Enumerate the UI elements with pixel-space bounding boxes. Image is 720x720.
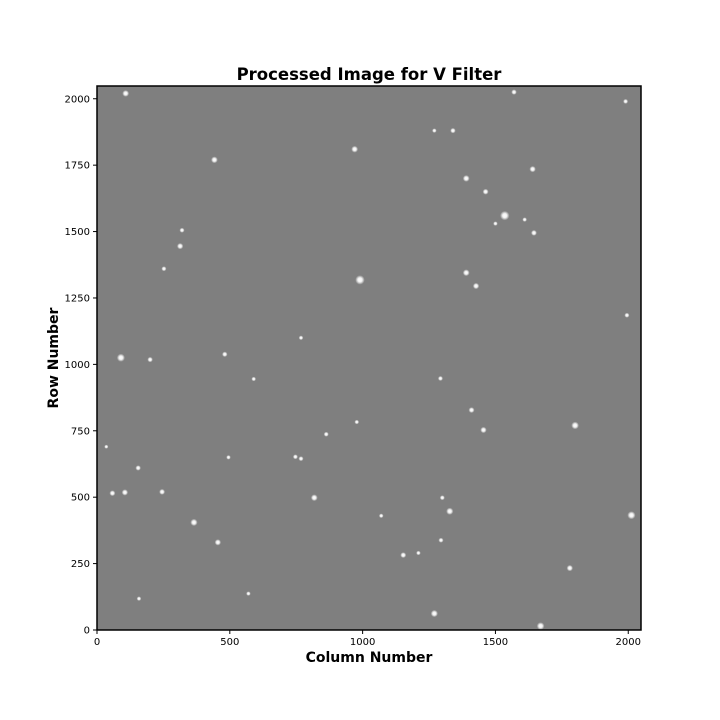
star-23 xyxy=(468,407,475,414)
star-3 xyxy=(211,156,218,164)
star-22 xyxy=(437,375,443,381)
image-background xyxy=(97,86,641,630)
star-20 xyxy=(222,351,228,358)
star-21 xyxy=(298,335,304,341)
y-tick-label: 750 xyxy=(71,426,90,437)
star-19 xyxy=(147,356,153,363)
star-4 xyxy=(462,175,470,182)
star-18 xyxy=(116,353,125,362)
star-1 xyxy=(122,90,130,97)
x-tick-label: 1000 xyxy=(350,637,375,648)
star-48 xyxy=(623,98,629,104)
star-6 xyxy=(529,165,536,173)
y-tick-label: 1750 xyxy=(65,161,90,172)
star-40 xyxy=(627,511,636,520)
y-tick-label: 250 xyxy=(71,559,90,570)
y-tick-label: 1000 xyxy=(65,360,90,371)
star-43 xyxy=(566,564,573,572)
star-28 xyxy=(292,454,298,460)
star-53 xyxy=(251,376,257,382)
star-52 xyxy=(104,444,109,449)
x-tick-label: 0 xyxy=(94,637,100,648)
star-47 xyxy=(136,596,142,601)
y-axis-label: Row Number xyxy=(46,307,62,408)
x-tick-label: 1500 xyxy=(483,637,508,648)
star-38 xyxy=(190,518,198,527)
star-15 xyxy=(462,269,470,277)
y-tick-label: 1500 xyxy=(65,227,90,238)
star-31 xyxy=(135,465,141,471)
star-54 xyxy=(522,217,527,222)
chart-title: Processed Image for V Filter xyxy=(237,65,503,84)
star-37 xyxy=(446,507,454,515)
y-tick-label: 2000 xyxy=(65,94,90,105)
star-27 xyxy=(354,419,360,425)
star-45 xyxy=(536,622,545,630)
star-51 xyxy=(378,513,384,519)
star-44 xyxy=(430,609,438,618)
star-16 xyxy=(472,282,480,290)
star-24 xyxy=(480,426,487,434)
star-26 xyxy=(323,431,329,437)
star-35 xyxy=(310,494,318,502)
star-46 xyxy=(246,591,251,596)
star-55 xyxy=(493,221,498,226)
star-42 xyxy=(400,552,407,559)
star-30 xyxy=(226,455,231,460)
x-axis: 0 500 1000 1500 2000 xyxy=(94,630,641,648)
star-7 xyxy=(500,210,510,221)
star-36 xyxy=(439,495,445,501)
star-2 xyxy=(351,145,359,153)
star-12 xyxy=(176,242,184,250)
x-axis-label: Column Number xyxy=(306,650,433,666)
star-33 xyxy=(121,489,129,496)
star-17 xyxy=(624,312,630,318)
star-5 xyxy=(482,188,489,195)
x-tick-label: 500 xyxy=(220,637,239,648)
star-11 xyxy=(179,227,185,233)
star-10 xyxy=(511,89,517,95)
y-tick-label: 1250 xyxy=(65,293,90,304)
star-8 xyxy=(530,229,537,236)
star-field xyxy=(104,89,636,630)
star-14 xyxy=(355,275,365,285)
star-32 xyxy=(109,490,116,497)
star-34 xyxy=(159,488,166,495)
y-tick-label: 0 xyxy=(84,626,90,637)
star-25 xyxy=(571,421,579,430)
star-39 xyxy=(214,539,222,546)
star-50 xyxy=(416,550,421,556)
y-axis: 0 250 500 750 1000 1250 1500 1750 2000 xyxy=(65,94,97,637)
x-tick-label: 2000 xyxy=(616,637,641,648)
plot-frame xyxy=(96,85,642,631)
star-41 xyxy=(438,537,444,543)
y-tick-label: 500 xyxy=(71,493,90,504)
star-9 xyxy=(450,127,456,134)
star-49 xyxy=(432,128,437,133)
star-13 xyxy=(161,266,167,272)
star-29 xyxy=(298,456,304,462)
